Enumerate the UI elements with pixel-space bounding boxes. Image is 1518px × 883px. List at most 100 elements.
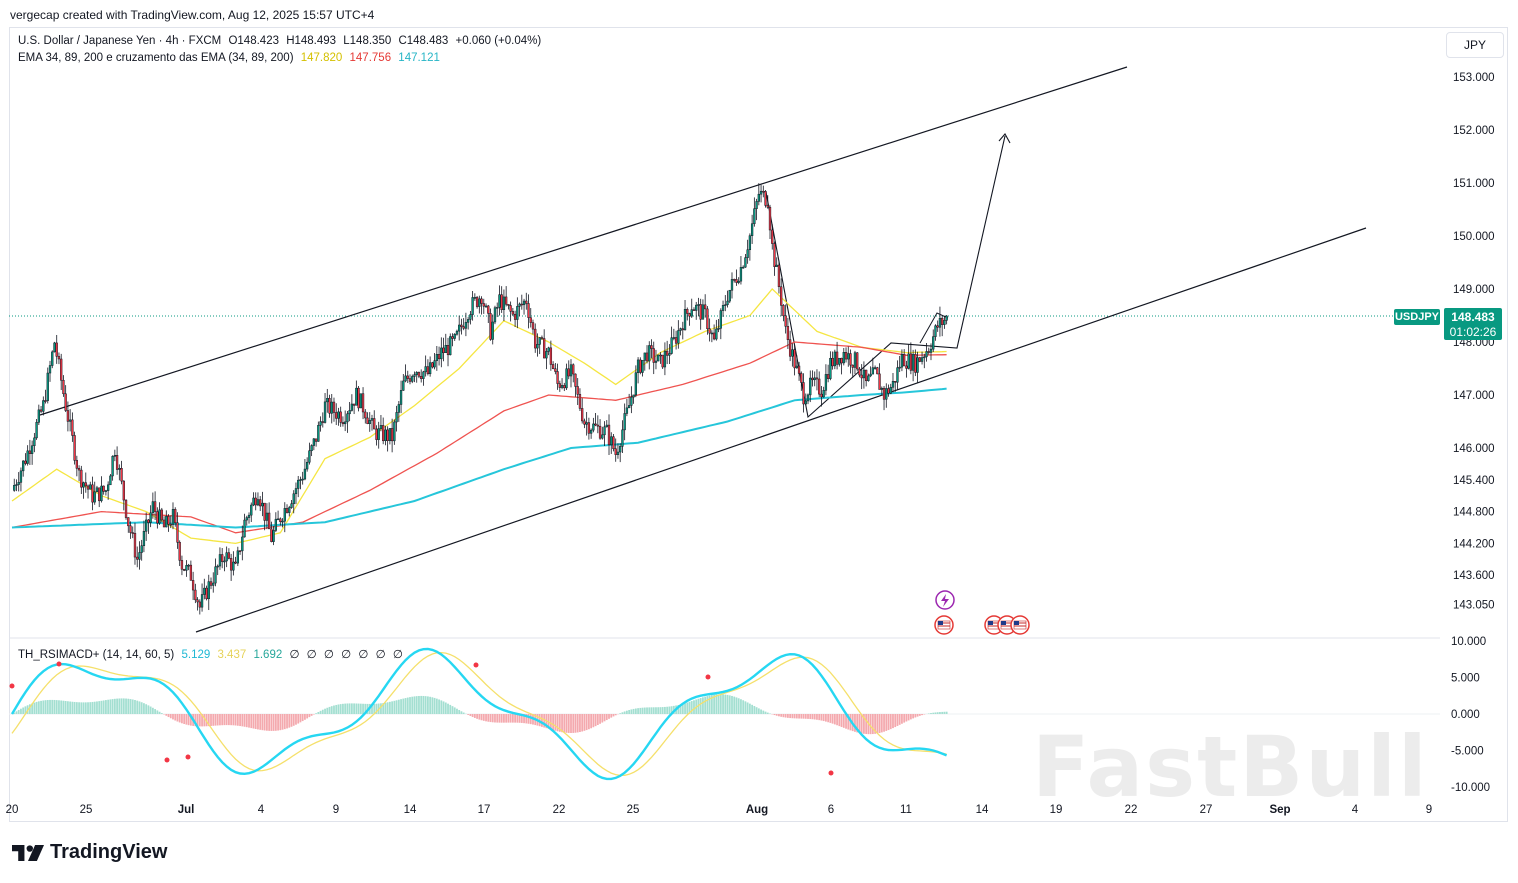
candle-body <box>755 201 758 209</box>
candle-body <box>782 305 785 317</box>
currency-selector[interactable]: JPY <box>1446 32 1504 58</box>
histogram-bar <box>216 714 219 726</box>
candle-body <box>326 398 329 403</box>
candle-body <box>753 208 756 224</box>
histogram-bar <box>827 714 830 723</box>
candle-body <box>267 512 271 530</box>
candle-body <box>936 325 939 328</box>
candle-body <box>424 366 427 373</box>
candle-body <box>594 423 597 426</box>
candle-body <box>348 410 351 415</box>
candle-body <box>806 394 810 402</box>
histogram-bar <box>664 706 666 714</box>
candle-body <box>621 429 624 447</box>
ema-legend[interactable]: EMA 34, 89, 200 e cruzamento das EMA (34… <box>18 52 444 64</box>
candle-body <box>797 365 801 374</box>
candle-body <box>75 460 78 469</box>
candle-body <box>17 482 20 485</box>
histogram-bar <box>259 714 262 730</box>
projection-arrowhead <box>998 133 1011 144</box>
histogram-bar <box>753 706 756 714</box>
candle-body <box>567 368 570 377</box>
candle-body <box>804 400 807 405</box>
candle-body <box>245 517 248 521</box>
candle-body <box>451 336 454 339</box>
candle-body <box>882 387 886 400</box>
histogram-bar <box>420 695 423 714</box>
time-tick-label: 22 <box>1125 804 1138 816</box>
candle-body <box>596 424 599 427</box>
histogram-bar <box>207 714 210 727</box>
candle-body <box>686 309 689 314</box>
histogram-bar <box>525 714 528 724</box>
histogram-bar <box>527 714 530 724</box>
candle-body <box>632 394 635 398</box>
candle-body <box>728 289 731 302</box>
histogram-bar <box>543 714 546 728</box>
candle-body <box>560 385 564 388</box>
histogram-bar <box>167 714 170 718</box>
candle-body <box>547 347 550 352</box>
tradingview-brand[interactable]: TradingView <box>12 841 167 864</box>
histogram-bar <box>639 707 642 714</box>
symbol-name[interactable]: U.S. Dollar / Japanese Yen · 4h · FXCM <box>18 35 222 47</box>
histogram-bar <box>263 714 266 731</box>
candle-body <box>623 413 626 431</box>
candle-body <box>361 393 365 413</box>
histogram-bar <box>901 714 903 724</box>
histogram-bar <box>250 714 253 729</box>
candle-body <box>263 502 266 521</box>
histogram-bar <box>650 707 653 714</box>
candle-body <box>576 386 579 395</box>
ohlc-change: +0.060 (+0.04%) <box>455 35 542 47</box>
histogram-bar <box>842 714 845 728</box>
candle-body <box>677 330 680 344</box>
histogram-bar <box>509 714 512 723</box>
histogram-bar <box>335 704 338 714</box>
histogram-bar <box>46 700 49 714</box>
candle-body <box>581 408 584 422</box>
candle-body <box>724 304 727 306</box>
histogram-bar <box>136 700 139 714</box>
histogram-bar <box>735 697 738 714</box>
histogram-bar <box>37 701 40 714</box>
histogram-bar <box>480 714 483 721</box>
candle-body <box>133 532 137 558</box>
histogram-bar <box>438 699 440 714</box>
candle-body <box>809 377 812 396</box>
candle-body <box>551 364 555 369</box>
candle-body <box>475 297 479 307</box>
candle-body <box>502 296 506 310</box>
candle-body <box>247 514 251 518</box>
candle-body <box>565 368 568 389</box>
flag-canton <box>938 621 943 625</box>
candle-body <box>321 421 324 423</box>
candle-body <box>865 369 868 382</box>
candle-body <box>323 401 327 423</box>
price-tick-label: 151.000 <box>1453 178 1495 190</box>
candle-body <box>408 378 412 382</box>
candle-body <box>574 373 577 387</box>
histogram-bar <box>301 714 304 722</box>
candle-body <box>44 400 47 402</box>
candle-body <box>462 326 465 329</box>
histogram-bar <box>333 705 335 714</box>
histogram-bar <box>51 699 54 714</box>
candle-body <box>697 304 700 306</box>
histogram-bar <box>722 694 724 714</box>
candle-body <box>844 352 848 360</box>
histogram-bar <box>541 714 543 727</box>
candle-body <box>60 358 63 381</box>
candle-body <box>482 303 485 307</box>
histogram-bar <box>223 714 226 726</box>
oscillator-legend[interactable]: TH_RSIMACD+ (14, 14, 60, 5) 5.129 3.437 … <box>18 647 407 661</box>
candle-body <box>276 518 280 521</box>
candle-body <box>721 305 725 311</box>
candle-body <box>205 587 208 600</box>
histogram-bar <box>145 704 148 714</box>
histogram-bar <box>196 714 199 727</box>
time-tick-label: 17 <box>478 804 491 816</box>
histogram-bar <box>646 707 648 714</box>
candle-body <box>399 390 403 405</box>
